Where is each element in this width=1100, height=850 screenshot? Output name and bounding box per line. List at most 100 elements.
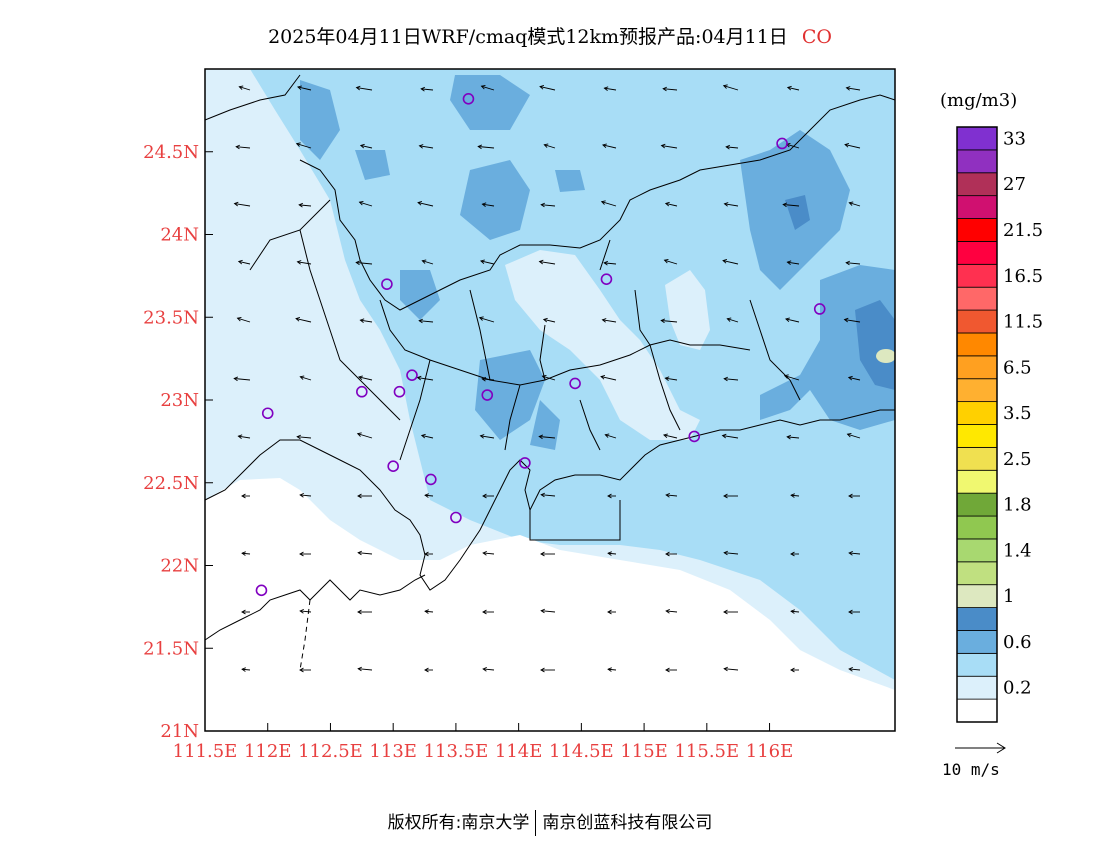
wind-arrow bbox=[848, 550, 861, 556]
wind-arrow bbox=[848, 666, 861, 672]
wind-arrow bbox=[424, 609, 434, 614]
colorbar-label: 21.5 bbox=[1003, 220, 1043, 241]
monitor-stations bbox=[255, 92, 826, 597]
footer-left: 版权所有:南京大学 bbox=[387, 813, 530, 833]
wind-arrow bbox=[607, 609, 616, 615]
colorbar-label: 2.5 bbox=[1003, 449, 1032, 470]
wind-arrow bbox=[543, 143, 556, 149]
wind-arrow bbox=[601, 318, 617, 323]
wind-arrow bbox=[722, 84, 739, 91]
wind-arrow bbox=[790, 609, 800, 614]
wind-arrow bbox=[299, 667, 311, 673]
wind-arrow bbox=[783, 374, 800, 381]
wind-arrow bbox=[664, 376, 678, 381]
wind-arrow bbox=[786, 434, 800, 440]
wind-arrow bbox=[539, 85, 556, 91]
wind-arrow bbox=[357, 493, 372, 499]
copyright-footer: 版权所有:南京大学 南京创蓝科技有限公司 bbox=[0, 808, 1100, 836]
wind-arrow bbox=[241, 667, 251, 672]
wind-arrow bbox=[359, 143, 373, 149]
wind-arrow bbox=[665, 492, 678, 498]
wind-arrow bbox=[600, 375, 617, 381]
wind-arrow bbox=[357, 550, 373, 556]
wind-arrow bbox=[480, 84, 495, 91]
lat-tick-label: 23.5N bbox=[143, 307, 199, 328]
wind-arrow bbox=[357, 666, 373, 672]
colorbar-frame bbox=[956, 126, 998, 723]
colorbar-label: 6.5 bbox=[1003, 357, 1032, 378]
wind-arrow bbox=[538, 259, 556, 265]
wind-arrow bbox=[359, 318, 373, 323]
sea-boundary-dashed bbox=[299, 599, 311, 671]
wind-arrow bbox=[607, 551, 617, 556]
wind-arrow bbox=[845, 86, 861, 91]
station-marker bbox=[776, 137, 788, 150]
colorbar-swatch bbox=[956, 584, 998, 608]
wind-arrow bbox=[420, 433, 434, 439]
colorbar-swatch bbox=[956, 446, 998, 471]
colorbar-swatch bbox=[956, 172, 998, 197]
lat-tick-label: 24N bbox=[160, 225, 199, 246]
footer-separator bbox=[535, 810, 537, 836]
colorbar-swatch bbox=[956, 492, 998, 517]
wind-arrow bbox=[723, 202, 739, 207]
wind-arrow bbox=[607, 493, 616, 499]
station-marker bbox=[462, 92, 475, 105]
station-marker bbox=[688, 430, 701, 443]
wind-arrow bbox=[296, 434, 312, 440]
colorbar-swatch bbox=[956, 263, 998, 288]
wind-arrow bbox=[843, 317, 861, 323]
station-marker bbox=[381, 278, 393, 290]
wind-arrow bbox=[298, 202, 312, 208]
station-marker bbox=[600, 273, 613, 285]
wind-arrow bbox=[295, 142, 312, 149]
colorbar-swatch bbox=[956, 195, 998, 219]
wind-arrow bbox=[355, 85, 373, 91]
colorbar-swatch bbox=[956, 515, 998, 540]
station-marker bbox=[425, 473, 437, 486]
wind-arrow bbox=[417, 201, 434, 207]
colorbar-label: 3.5 bbox=[1003, 403, 1032, 424]
wind-arrow bbox=[233, 201, 251, 207]
wind-arrow bbox=[721, 433, 739, 439]
station-marker bbox=[261, 407, 274, 420]
station-marker bbox=[406, 369, 418, 381]
wind-arrow bbox=[241, 609, 250, 615]
station-marker bbox=[450, 511, 462, 524]
wind-arrow bbox=[235, 144, 251, 150]
wind-arrow bbox=[790, 551, 799, 557]
colorbar-swatch bbox=[956, 378, 998, 403]
colorbar-swatch bbox=[956, 218, 998, 242]
wind-arrow bbox=[785, 317, 800, 323]
wind-arrow bbox=[790, 667, 799, 673]
wind-arrow bbox=[723, 376, 739, 382]
station-marker bbox=[519, 457, 531, 469]
wind-arrow bbox=[848, 201, 861, 207]
wind-arrow bbox=[299, 551, 311, 557]
wind-vectors bbox=[233, 84, 861, 673]
colorbar-swatch bbox=[956, 149, 998, 174]
colorbar-swatch bbox=[956, 309, 998, 334]
station-marker bbox=[387, 460, 399, 473]
colorbar-swatch bbox=[956, 401, 998, 425]
lon-tick-label: 115.5E bbox=[674, 741, 739, 762]
wind-arrow bbox=[482, 666, 495, 672]
title-main: 2025年04月11日WRF/cmaq模式12km预报产品:04月11日 bbox=[268, 26, 788, 48]
high-region-ne bbox=[785, 195, 895, 390]
wind-arrow bbox=[296, 260, 312, 265]
wind-arrow bbox=[846, 432, 861, 439]
wind-arrow bbox=[540, 667, 555, 673]
wind-arrow bbox=[480, 259, 495, 265]
lon-tick-label: 113.5E bbox=[424, 741, 489, 762]
colorbar-swatch bbox=[956, 561, 998, 586]
lat-tick-label: 22N bbox=[160, 556, 199, 577]
wind-arrow bbox=[295, 317, 312, 323]
wind-arrow bbox=[660, 143, 678, 149]
wind-arrow bbox=[482, 609, 494, 615]
wind-arrow bbox=[358, 375, 373, 381]
wind-arrow bbox=[358, 200, 373, 207]
station-marker bbox=[255, 584, 268, 597]
wind-arrow bbox=[602, 143, 617, 149]
wind-arrow bbox=[482, 493, 494, 499]
